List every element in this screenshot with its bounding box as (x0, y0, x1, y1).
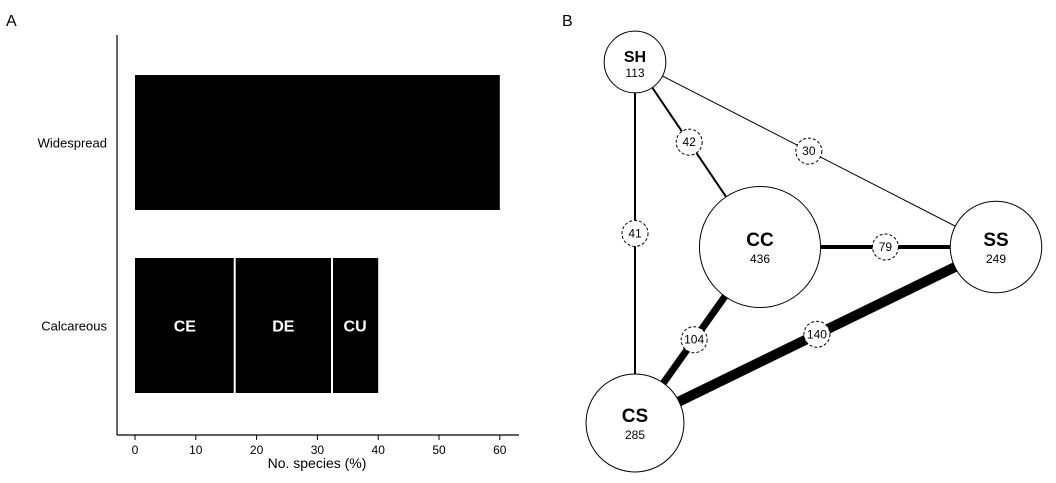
bar-widespread (135, 75, 500, 210)
panel-b: B SH 113 CC 436 SS 249 CS 285 42 30 41 79 104 140 (560, 0, 1056, 478)
node-value-sh: 113 (625, 66, 644, 80)
panel-label-b: B (562, 13, 573, 30)
panel-label-a: A (6, 13, 17, 30)
bar-label-ce: CE (174, 319, 197, 336)
node-label-cc: CC (746, 230, 774, 251)
node-value-cc: 436 (750, 252, 770, 266)
x-tick-label: 40 (372, 443, 386, 457)
x-tick-label: 0 (132, 443, 139, 457)
edge-weight-label-sh-cc: 42 (682, 135, 696, 149)
edge-weight-label-ss-cs: 140 (807, 327, 827, 341)
y-tick-labels: Widespread Calcareous (38, 136, 108, 334)
bar-label-de: DE (272, 319, 295, 336)
y-tick-label-widespread: Widespread (38, 136, 107, 151)
panel-a: A CE DE CU Widespread Calcareous 0 10 20 30 40 5… (0, 0, 540, 478)
x-ticks: 0 10 20 30 40 50 60 (132, 435, 507, 457)
node-value-ss: 249 (986, 252, 1006, 266)
x-tick-label: 10 (189, 443, 203, 457)
edge-weight-label-sh-ss: 30 (802, 144, 816, 158)
edge-weight-label-sh-cs: 41 (628, 226, 642, 240)
node-label-sh: SH (624, 49, 646, 66)
node-label-cs: CS (622, 406, 648, 427)
bars-group: CE DE CU (135, 75, 500, 393)
x-tick-label: 60 (493, 443, 507, 457)
node-value-cs: 285 (625, 428, 645, 442)
edge-weight-label-cc-cs: 104 (684, 333, 704, 347)
x-axis-label: No. species (%) (268, 455, 367, 471)
edge-weight-label-cc-ss: 79 (879, 240, 893, 254)
y-tick-label-calcareous: Calcareous (41, 319, 107, 334)
x-tick-label: 50 (432, 443, 446, 457)
x-tick-label: 20 (250, 443, 264, 457)
node-label-ss: SS (983, 230, 1008, 251)
bar-label-cu: CU (344, 319, 367, 336)
